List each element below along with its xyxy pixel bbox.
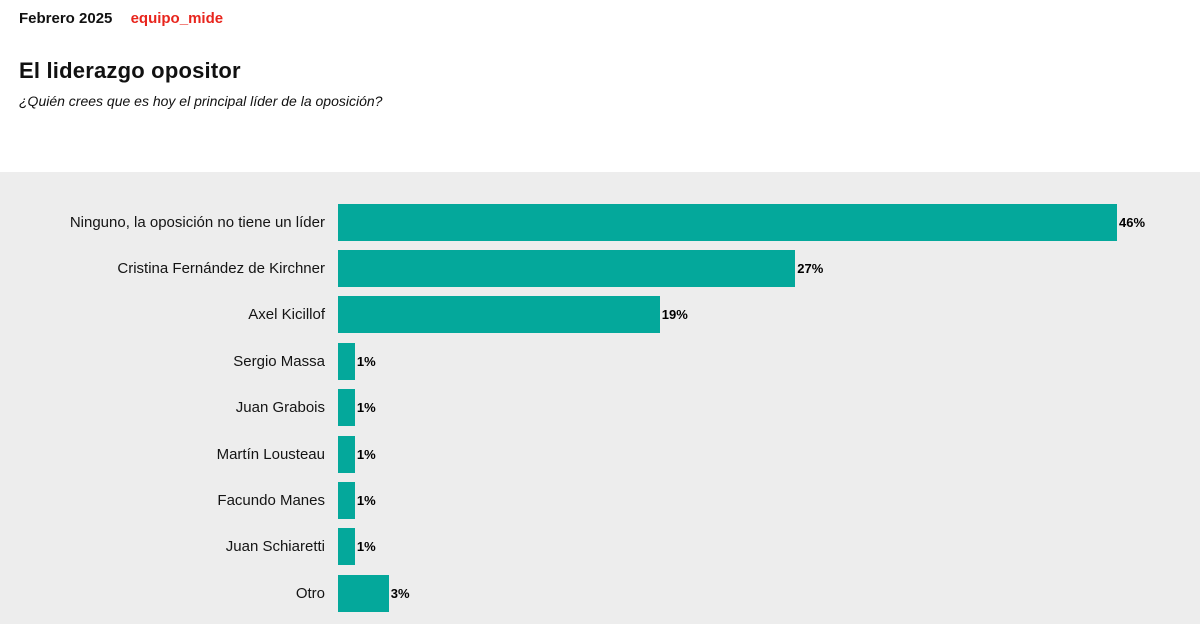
chart-row: Ninguno, la oposición no tiene un líder 4… [0,199,1200,245]
category-label: Juan Schiaretti [225,538,325,556]
meta-line: Febrero 2025 equipo_mide [19,10,1200,28]
bar [338,389,355,427]
chart-row: Martín Lousteau 1% [0,431,1200,477]
bar-chart: Ninguno, la oposición no tiene un líder 4… [0,172,1200,624]
chart-row: Juan Grabois 1% [0,385,1200,431]
category-label: Sergio Massa [233,352,325,370]
bar [338,203,1117,241]
value-label: 1% [356,446,376,462]
category-label: Otro [295,584,325,602]
brand-name: equipo_mide [130,10,224,27]
chart-row: Juan Schiaretti 1% [0,524,1200,570]
page-subtitle: ¿Quién crees que es hoy el principal líd… [19,93,383,109]
category-label: Facundo Manes [217,492,325,510]
chart-row: Facundo Manes 1% [0,477,1200,523]
category-label: Axel Kicillof [248,306,325,324]
bar [338,574,389,612]
value-label: 27% [797,261,824,277]
chart-row: Axel Kicillof 19% [0,292,1200,338]
chart-row: Cristina Fernández de Kirchner 27% [0,245,1200,291]
category-label: Martín Lousteau [216,445,325,463]
category-label: Juan Grabois [235,399,325,417]
bar [338,250,796,288]
category-label: Cristina Fernández de Kirchner [117,260,325,278]
value-label: 1% [356,353,376,369]
bar [338,342,355,380]
value-label: 1% [356,539,376,555]
value-label: 46% [1119,214,1146,230]
bar [338,528,355,566]
value-label: 1% [356,493,376,509]
bar [338,482,355,520]
chart-row: Sergio Massa 1% [0,338,1200,384]
page-title: El liderazgo opositor [19,58,241,83]
category-label: Ninguno, la oposición no tiene un líder [69,213,325,231]
bar [338,435,355,473]
report-date: Febrero 2025 [19,10,113,27]
value-label: 1% [356,400,376,416]
chart-row: Otro 3% [0,570,1200,616]
bar [338,296,660,334]
value-label: 3% [390,585,410,601]
value-label: 19% [661,307,688,323]
header: Febrero 2025 equipo_mide El liderazgo op… [0,0,1200,109]
